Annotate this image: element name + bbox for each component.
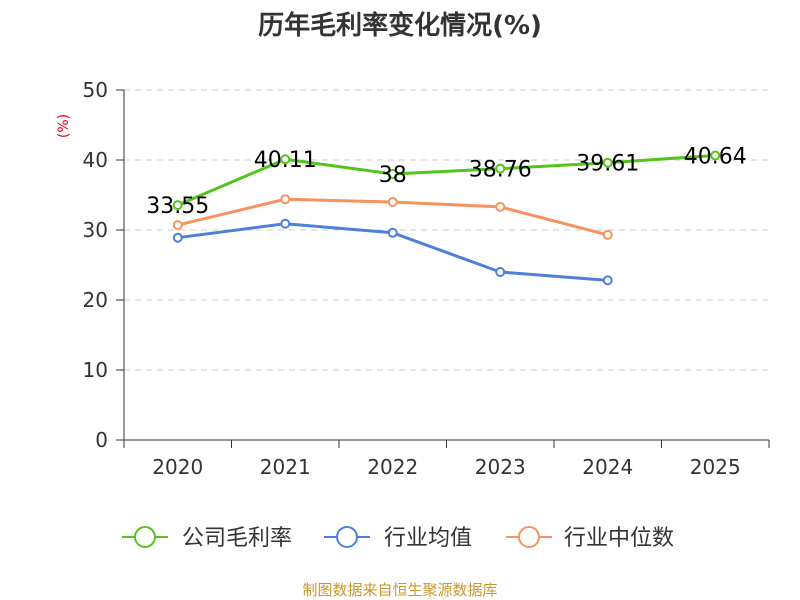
legend-item-0[interactable]: 公司毛利率 xyxy=(122,526,292,551)
legend-item-2[interactable]: 行业中位数 xyxy=(506,526,674,551)
x-tick-label: 2025 xyxy=(690,455,741,479)
data-label: 33.55 xyxy=(146,194,209,219)
series-2 xyxy=(172,194,613,240)
series-line xyxy=(177,154,716,207)
legend-label: 行业均值 xyxy=(384,526,472,551)
x-tick-label: 2021 xyxy=(260,455,311,479)
data-point[interactable] xyxy=(172,220,183,231)
y-tick-label: 30 xyxy=(83,218,108,242)
data-point[interactable] xyxy=(387,169,398,179)
y-tick-label: 20 xyxy=(83,288,108,312)
data-point[interactable] xyxy=(172,200,183,211)
y-tick-label: 40 xyxy=(83,148,108,172)
data-point[interactable] xyxy=(602,229,613,240)
grid-lines xyxy=(124,89,769,371)
chart-title: 历年毛利率变化情况(%) xyxy=(258,10,542,41)
data-point[interactable] xyxy=(387,227,398,238)
data-point[interactable] xyxy=(280,218,291,229)
series-1 xyxy=(172,218,613,286)
data-point[interactable] xyxy=(280,154,291,165)
legend-marker xyxy=(134,526,156,548)
axes: 0 10 20 30 40 50 2020 2021 2022 2023 2024 2025 xyxy=(83,78,770,479)
data-labels: 33.55 40.11 38 38.76 39.61 40.64 xyxy=(146,145,746,220)
series-0 xyxy=(172,150,721,211)
legend-label: 行业中位数 xyxy=(564,526,674,551)
series-group xyxy=(172,150,721,286)
data-label: 38 xyxy=(379,163,407,188)
data-point[interactable] xyxy=(602,157,613,168)
data-label: 38.76 xyxy=(469,158,532,183)
y-axis-unit-label: (%) xyxy=(56,114,72,138)
x-tick-label: 2020 xyxy=(152,455,203,479)
data-point[interactable] xyxy=(172,232,183,243)
data-point[interactable] xyxy=(602,275,613,286)
y-tick-label: 0 xyxy=(95,428,108,452)
legend-marker xyxy=(518,526,540,548)
x-tick-label: 2023 xyxy=(475,455,526,479)
data-point[interactable] xyxy=(495,163,506,174)
x-tick-label: 2024 xyxy=(582,455,633,479)
y-tick-label: 10 xyxy=(83,358,108,382)
legend-label: 公司毛利率 xyxy=(182,526,292,551)
data-label: 40.11 xyxy=(254,148,317,173)
legend[interactable]: 公司毛利率 行业均值 行业中位数 xyxy=(122,526,674,551)
data-label: 39.61 xyxy=(576,152,639,177)
data-point[interactable] xyxy=(495,267,506,277)
legend-marker xyxy=(336,526,358,548)
data-point[interactable] xyxy=(280,194,291,205)
y-tick-label: 50 xyxy=(83,78,108,102)
data-label: 40.64 xyxy=(684,145,747,170)
x-tick-label: 2022 xyxy=(367,455,418,479)
data-point[interactable] xyxy=(710,150,721,161)
data-point[interactable] xyxy=(387,197,398,207)
data-point[interactable] xyxy=(495,201,506,212)
data-source-note: 制图数据来自恒生聚源数据库 xyxy=(302,581,497,599)
legend-item-1[interactable]: 行业均值 xyxy=(324,526,472,551)
